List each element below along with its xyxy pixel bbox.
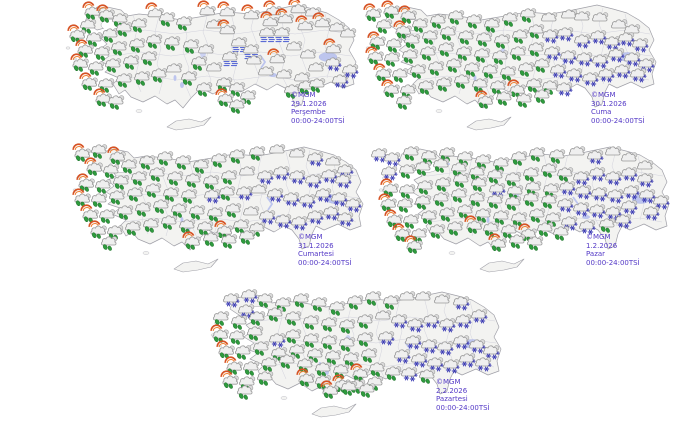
map-timerange: 00:00-24:00TSİ: [436, 403, 490, 412]
weather-icon-rain: [509, 235, 525, 249]
weather-icon-rain: [237, 386, 253, 400]
weather-icon-rain: [496, 92, 512, 106]
map-date: 1.2.2026: [586, 241, 618, 250]
weather-icon-rain: [235, 346, 251, 360]
weather-icon-cloud: [415, 292, 431, 300]
map-copyright: ©MGM: [291, 91, 316, 99]
map-label: ©MGM 30.1.2026 Cuma 00:00-24:00TSİ: [591, 91, 645, 125]
weather-icon-rain: [396, 96, 412, 110]
weather-icon-sun-rain: [382, 80, 399, 98]
map-timerange: 00:00-24:00TSİ: [291, 116, 345, 125]
weather-icon-rain: [527, 237, 543, 251]
weather-icon-sun-rain: [94, 89, 111, 107]
weather-icon-rain: [341, 382, 357, 396]
forecast-map-thursday: ©MGM 29.1.2026 Perşembe 00:00-24:00TSİ: [55, 0, 365, 142]
weather-icon-rain: [516, 94, 532, 108]
weather-icon-sun-cloud: [198, 1, 215, 15]
forecast-map-monday: ©MGM 2.2.2026 Pazartesi 00:00-24:00TSİ: [200, 287, 510, 429]
forecast-map-sunday: ©MGM 1.2.2026 Pazar 00:00-24:00TSİ: [368, 142, 678, 284]
map-label: ©MGM 2.2.2026 Pazartesi 00:00-24:00TSİ: [436, 378, 490, 412]
map-label: ©MGM 1.2.2026 Pazar 00:00-24:00TSİ: [586, 233, 640, 267]
weather-icon-rain: [553, 227, 569, 241]
weather-icon-rain: [243, 362, 259, 376]
weather-icon-rain: [221, 235, 237, 249]
weather-icon-rain: [108, 96, 124, 110]
map-copyright: ©MGM: [436, 378, 461, 386]
weather-icon-rain: [392, 69, 408, 83]
weather-icon-sun-cloud: [146, 3, 163, 17]
weather-icon-rain: [376, 20, 392, 34]
map-day: Pazar: [586, 250, 606, 258]
weather-icon-sun-rain: [225, 357, 242, 375]
map-timerange: 00:00-24:00TSİ: [298, 258, 352, 267]
weather-icon-rain: [257, 372, 273, 386]
weather-icon-rain: [239, 231, 255, 245]
weather-icon-rain: [399, 165, 415, 179]
weather-icon-rain: [98, 79, 114, 93]
weather-icon-sun-cloud: [242, 5, 259, 19]
weather-icon-sun-cloud: [218, 2, 235, 16]
map-day: Cuma: [591, 108, 612, 116]
weather-icon-sun-rain: [80, 73, 97, 91]
weather-icon-rain: [196, 83, 212, 97]
weather-icon-rain: [403, 215, 419, 229]
weather-icon-rain: [229, 100, 245, 114]
weather-icon-snow: [556, 83, 572, 96]
map-date: 29.1.2026: [291, 99, 327, 108]
map-day: Pazartesi: [436, 395, 468, 403]
map-timerange: 00:00-24:00TSİ: [591, 116, 645, 125]
map-day: Cumartesi: [298, 250, 334, 258]
weather-icon-cloud: [399, 292, 415, 300]
weather-icon-rain: [91, 194, 107, 208]
weather-icon-fog: [274, 28, 290, 42]
weather-icon-cloud: [569, 147, 585, 155]
weather-icon-rain: [86, 33, 102, 47]
map-copyright: ©MGM: [586, 233, 611, 241]
weather-icon-rain: [385, 367, 401, 381]
weather-icon-rain: [534, 90, 550, 104]
weather-icon-fog: [222, 52, 238, 66]
map-date: 2.2.2026: [436, 386, 468, 395]
weather-icon-rain: [101, 237, 117, 251]
weather-icon-rain: [384, 53, 400, 67]
weather-icon-snow: [401, 368, 417, 381]
weather-icon-cloud: [561, 10, 577, 18]
map-copyright: ©MGM: [591, 91, 616, 99]
map-label: ©MGM 31.1.2026 Cumartesi 00:00-24:00TSİ: [298, 233, 352, 267]
weather-icon-rain: [537, 223, 553, 237]
map-timerange: 00:00-24:00TSİ: [586, 258, 640, 267]
weather-icon-cloud: [269, 145, 285, 153]
weather-icon-rain: [386, 39, 402, 53]
weather-icon-rain: [399, 185, 415, 199]
map-label: ©MGM 29.1.2026 Perşembe 00:00-24:00TSİ: [291, 91, 345, 125]
weather-icon-sun-rain: [89, 221, 106, 239]
forecast-map-saturday: ©MGM 31.1.2026 Cumartesi 00:00-24:00TSİ: [62, 142, 372, 284]
weather-icon-rain: [397, 199, 413, 213]
weather-icon-snow: [384, 153, 400, 166]
weather-icon-rain: [231, 316, 247, 330]
weather-icon-rain: [203, 233, 219, 247]
weather-icon-sun-rain: [211, 325, 228, 343]
weather-icon-rain: [359, 384, 375, 398]
weather-icon-sun-rain: [379, 194, 396, 212]
forecast-map-friday: ©MGM 30.1.2026 Cuma 00:00-24:00TSİ: [355, 0, 665, 142]
weather-icon-sun-rain: [364, 4, 381, 22]
weather-icon-fog: [259, 28, 275, 42]
weather-icon-rain: [419, 370, 435, 384]
map-date: 30.1.2026: [591, 99, 627, 108]
weather-icon-rain: [88, 62, 104, 76]
weather-icon-fog: [243, 45, 259, 59]
weather-icon-rain: [99, 210, 115, 224]
weather-icon-rain: [229, 331, 245, 345]
map-day: Perşembe: [291, 108, 326, 116]
map-copyright: ©MGM: [298, 233, 323, 241]
map-date: 31.1.2026: [298, 241, 334, 250]
weather-icon-snow: [579, 221, 595, 234]
weather-icon-sun-rain: [366, 47, 383, 65]
